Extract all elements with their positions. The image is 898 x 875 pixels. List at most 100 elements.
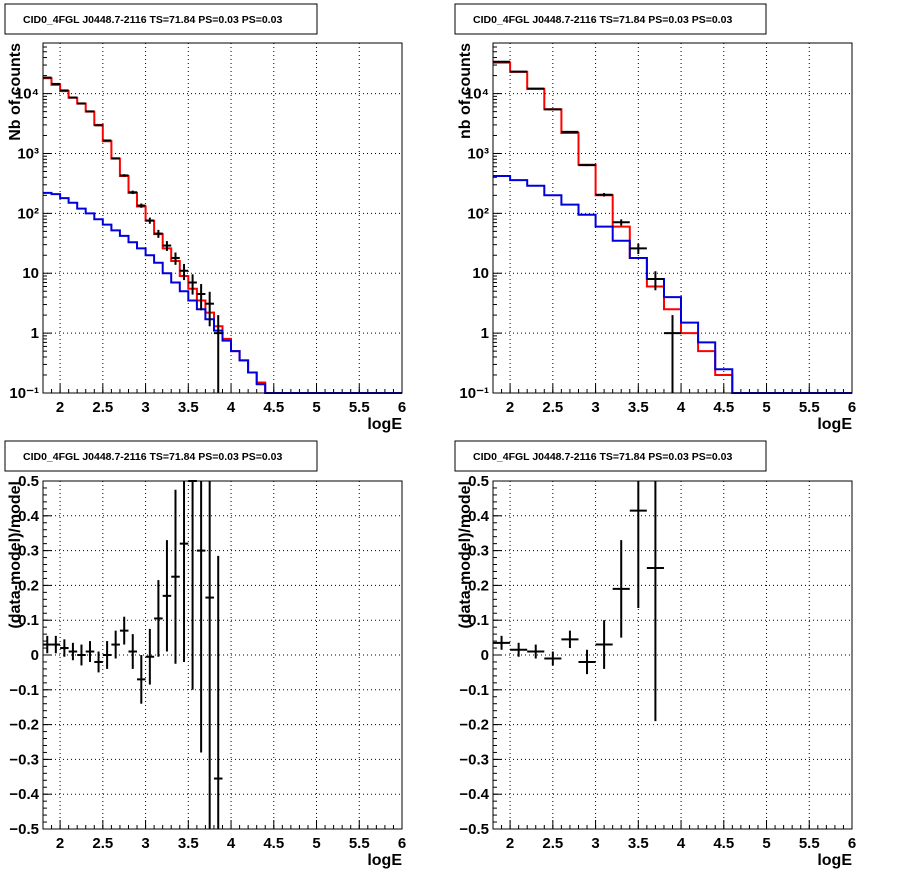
y-tick-label: 0.2 [18, 577, 39, 594]
x-tick-label: 2.5 [92, 835, 113, 852]
data-point [154, 229, 163, 238]
x-tick-label: 3 [141, 399, 149, 416]
data-point [561, 630, 579, 649]
data-point [646, 271, 664, 291]
y-tick-label: 10³ [17, 145, 39, 162]
chart-panel-4: 2 2.5 3 3.5 4 4.5 5 5.5 6 −0.5 −0.4 −0.3 −0.2 −0.1 0 0.… [454, 440, 856, 869]
title-frame [4, 3, 318, 35]
data-point [94, 124, 103, 127]
chart-title: CID0_4FGL J0448.7-2116 TS=71.84 PS=0.03 … [473, 451, 732, 463]
chart-title-box: CID0_4FGL J0448.7-2116 TS=71.84 PS=0.03 … [454, 440, 767, 472]
data-point [510, 642, 528, 657]
y-tick-label: 0.1 [468, 612, 489, 629]
chart-title-box: CID0_4FGL J0448.7-2116 TS=71.84 PS=0.03 … [4, 3, 318, 35]
y-tick-label: 0.5 [18, 473, 39, 490]
data-point [171, 252, 180, 265]
data-point [544, 108, 562, 111]
x-tick-label: 4 [677, 399, 686, 416]
data-point [128, 634, 138, 669]
data-points [493, 60, 682, 393]
y-tick-label: 10⁻¹ [459, 385, 489, 402]
y-tick-label: −0.3 [9, 751, 39, 768]
grid-lines [493, 481, 852, 829]
y-tick-label: −0.4 [459, 786, 489, 803]
y-tick-label: −0.4 [9, 786, 39, 803]
major-ticks [43, 93, 403, 394]
y-axis-label: (data-model)/model [457, 481, 474, 629]
chart-panel-3: 2 2.5 3 3.5 4 4.5 5 5.5 6 −0.5 −0.4 −0.3 −0.2 −0.1 0 0.… [4, 440, 406, 869]
x-tick-label: 3 [591, 399, 599, 416]
data-point [612, 219, 630, 226]
y-tick-label: 0.5 [468, 473, 489, 490]
x-axis-label: logE [817, 416, 852, 433]
data-point [213, 555, 223, 829]
x-axis-label: logE [367, 852, 402, 869]
x-axis-label: logE [817, 852, 852, 869]
data-point [578, 649, 596, 675]
x-tick-label: 4.5 [713, 835, 734, 852]
y-tick-label: −0.2 [9, 717, 39, 734]
data-point [612, 540, 630, 638]
data-point [595, 620, 613, 669]
x-tick-label: 2.5 [92, 399, 113, 416]
data-point [68, 642, 78, 661]
x-tick-label: 4 [227, 835, 236, 852]
x-tick-label: 3 [591, 835, 599, 852]
chart-title: CID0_4FGL J0448.7-2116 TS=71.84 PS=0.03 … [23, 14, 282, 26]
data-point [162, 241, 172, 251]
x-tick-label: 3.5 [178, 835, 199, 852]
y-tick-label: −0.5 [459, 821, 489, 838]
x-tick-label: 4 [227, 399, 236, 416]
title-frame [4, 440, 318, 472]
x-tick-label: 5.5 [349, 835, 370, 852]
data-point [179, 481, 189, 662]
data-points [43, 480, 223, 829]
data-point [137, 655, 146, 704]
y-tick-label: 10⁴ [15, 86, 39, 103]
title-frame [454, 440, 767, 472]
x-tick-label: 6 [398, 399, 406, 416]
x-tick-label: 2.5 [542, 835, 563, 852]
data-point [595, 192, 613, 197]
y-axis-label: (data-model)/model [7, 481, 24, 629]
y-tick-label: 1 [31, 325, 39, 342]
y-tick-label: −0.1 [459, 682, 489, 699]
x-tick-label: 5 [312, 835, 320, 852]
y-tick-label: 0.2 [468, 577, 489, 594]
y-tick-label: 0.3 [468, 543, 489, 560]
data-point [544, 651, 562, 666]
data-point [85, 641, 95, 662]
plot-frame [42, 480, 403, 830]
y-tick-label: 0.4 [468, 508, 490, 525]
data-point [578, 164, 596, 167]
data-point [119, 174, 129, 177]
data-point [102, 139, 112, 142]
y-tick-label: 0.4 [18, 508, 40, 525]
x-tick-label: 2.5 [542, 399, 563, 416]
major-ticks [493, 480, 853, 830]
data-point [77, 644, 86, 666]
minor-ticks [492, 480, 853, 830]
y-tick-label: 1 [481, 325, 489, 342]
chart-title-box: CID0_4FGL J0448.7-2116 TS=71.84 PS=0.03 … [454, 3, 767, 35]
y-tick-label: 10³ [467, 145, 489, 162]
chart-title: CID0_4FGL J0448.7-2116 TS=71.84 PS=0.03 … [23, 451, 282, 463]
y-tick-label: 10² [467, 205, 489, 222]
y-tick-label: 10⁴ [465, 86, 489, 103]
data-point [213, 315, 223, 393]
data-point [196, 284, 206, 311]
data-point [145, 628, 155, 685]
data-point [154, 580, 163, 657]
x-tick-label: 4.5 [263, 835, 284, 852]
data-point [561, 130, 579, 133]
data-point [68, 96, 78, 99]
x-tick-label: 5.5 [799, 399, 820, 416]
y-tick-label: 0 [31, 647, 39, 664]
y-tick-label: 10 [472, 265, 489, 282]
data-point [60, 89, 69, 92]
data-point [111, 157, 120, 160]
y-tick-label: 0.1 [18, 612, 39, 629]
y-tick-label: 0 [481, 647, 489, 664]
y-tick-label: −0.3 [459, 751, 489, 768]
x-tick-label: 4.5 [263, 399, 284, 416]
